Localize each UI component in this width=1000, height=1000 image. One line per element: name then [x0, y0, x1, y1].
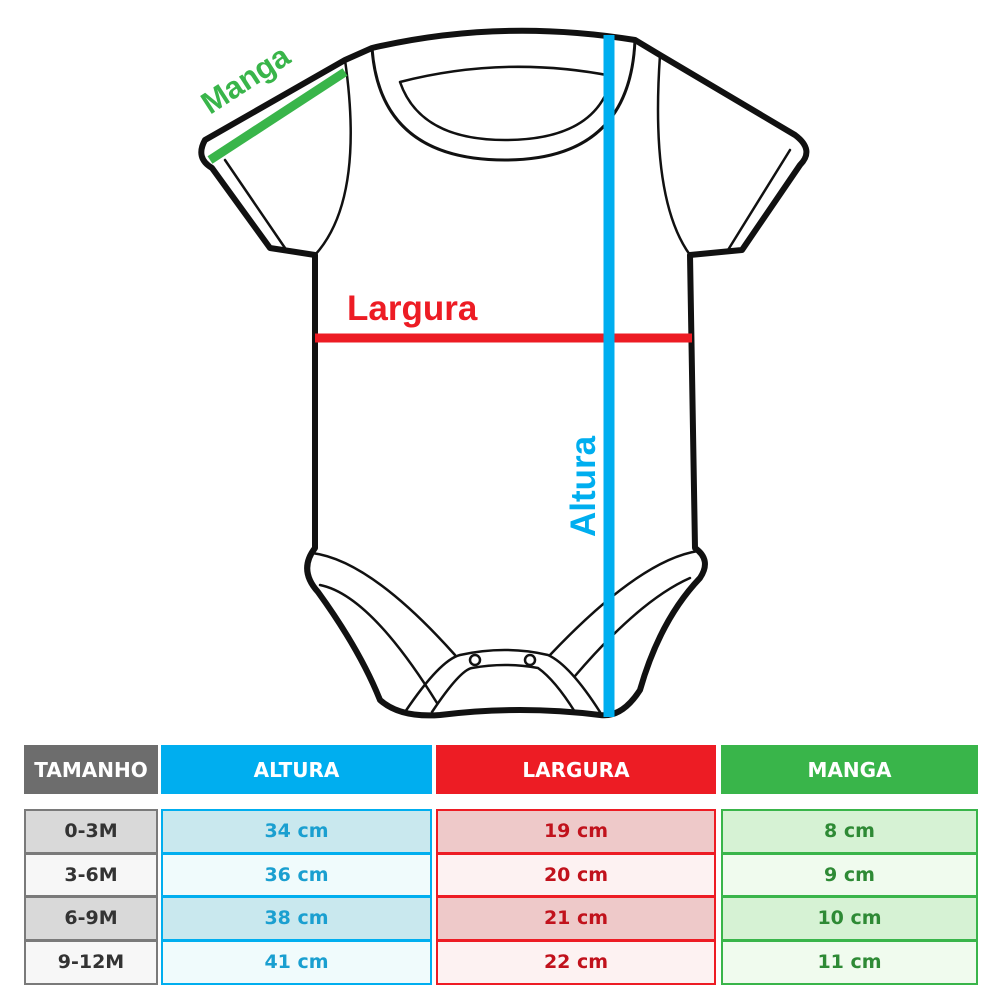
cell-manga: 8 cm [721, 809, 978, 854]
manga-measure-line [207, 68, 348, 164]
cell-tamanho: 6-9M [24, 896, 158, 941]
snap-button [523, 653, 537, 667]
header-altura: ALTURA [161, 745, 432, 794]
header-largura: LARGURA [436, 745, 716, 794]
cuff-left [223, 158, 287, 250]
cell-tamanho: 3-6M [24, 852, 158, 897]
cell-manga: 10 cm [721, 896, 978, 941]
sleeve-seam-left [313, 58, 352, 257]
cuff-right [726, 148, 792, 252]
cell-altura: 41 cm [161, 939, 432, 985]
header-tamanho: TAMANHO [24, 745, 158, 794]
collar-inner [398, 65, 614, 142]
bodysuit-outline [198, 27, 810, 719]
snap-button [468, 653, 482, 667]
cell-manga: 9 cm [721, 852, 978, 897]
bodysuit-diagram: Manga Largura Altura [195, 27, 810, 719]
cell-largura: 20 cm [436, 852, 716, 897]
altura-label: Altura [564, 435, 603, 537]
crotch-snap-panel [403, 648, 602, 714]
leg-left [310, 551, 457, 705]
cell-tamanho: 0-3M [24, 809, 158, 854]
sleeve-seam-right [656, 53, 692, 257]
cell-largura: 22 cm [436, 939, 716, 985]
cell-altura: 34 cm [161, 809, 432, 854]
leg-right [548, 549, 700, 678]
largura-label: Largura [347, 289, 478, 328]
cell-largura: 21 cm [436, 896, 716, 941]
cell-altura: 38 cm [161, 896, 432, 941]
cell-manga: 11 cm [721, 939, 978, 985]
cell-largura: 19 cm [436, 809, 716, 854]
neckline [370, 38, 637, 162]
cell-tamanho: 9-12M [24, 939, 158, 985]
header-manga: MANGA [721, 745, 978, 794]
cell-altura: 36 cm [161, 852, 432, 897]
